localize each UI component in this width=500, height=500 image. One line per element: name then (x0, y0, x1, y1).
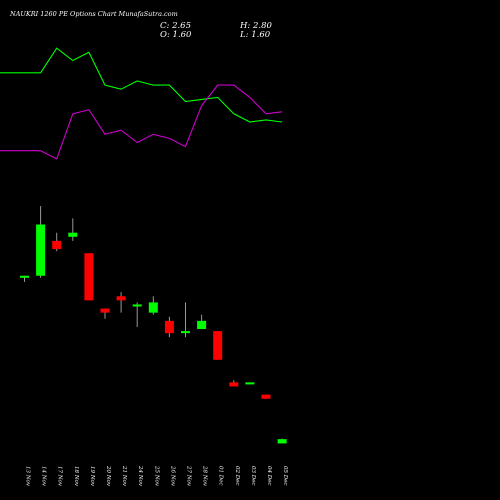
candle (84, 253, 94, 301)
candle (261, 394, 271, 399)
candle (164, 316, 174, 338)
candle-body-down (116, 296, 126, 301)
x-tick-label: 13 Nov (25, 466, 31, 487)
x-tick-label: 14 Nov (41, 466, 47, 487)
candle-body-down (229, 382, 239, 387)
candle-body-up (148, 302, 158, 313)
candle (181, 302, 190, 338)
candle-body-down (52, 240, 62, 250)
x-tick-label: 26 Nov (169, 465, 175, 487)
x-tick-label: 24 Nov (137, 465, 143, 487)
candle (116, 292, 126, 313)
x-tick-label: 21 Nov (121, 465, 127, 487)
x-tick-label: 18 Nov (73, 466, 79, 487)
x-tick-label: 02 Dec (234, 466, 240, 486)
candle (213, 331, 223, 360)
candle (148, 296, 158, 315)
candle-body-down (261, 394, 271, 399)
x-axis-ticks: 13 Nov 14 Nov 17 Nov 18 Nov 19 Nov 20 Nov 21 N… (25, 465, 289, 487)
x-tick-label: 19 Nov (89, 466, 95, 487)
indicator-lines (0, 47, 283, 160)
x-tick-label: 17 Nov (57, 466, 63, 487)
candle (245, 382, 255, 385)
candle-body-down (84, 253, 94, 301)
x-tick-label: 04 Dec (266, 466, 272, 486)
candle (100, 308, 110, 319)
candle (68, 218, 78, 241)
x-tick-label: 20 Nov (105, 465, 111, 487)
x-tick-label: 27 Nov (186, 465, 192, 487)
x-tick-label: 25 Nov (153, 465, 159, 487)
candle-body-up (181, 331, 190, 334)
low-value: L: 1.60 (239, 30, 271, 40)
chart-title: NAUKRI 1260 PE Options Chart MunafaSutra… (9, 10, 178, 18)
candle (132, 302, 142, 327)
candle (229, 380, 239, 387)
candle-body-up (36, 224, 46, 276)
candle-body-up (20, 275, 29, 278)
candle-body-down (164, 320, 174, 334)
candle (20, 275, 29, 282)
x-tick-label: 01 Dec (218, 466, 224, 486)
candle-body-up (245, 382, 255, 385)
candle (277, 438, 287, 444)
candle-body-up (197, 320, 207, 330)
indicator-line-2 (0, 84, 283, 160)
candle (36, 206, 46, 278)
candle-body-up (68, 232, 78, 237)
x-tick-label: 28 Nov (202, 465, 208, 487)
x-tick-label: 03 Dec (250, 466, 256, 486)
close-value: C: 2.65 (160, 21, 191, 31)
x-tick-label: 05 Dec (282, 466, 288, 486)
candle (52, 232, 62, 252)
candle-body-down (100, 308, 110, 313)
candle-body-up (277, 439, 287, 444)
candles (20, 206, 287, 444)
high-value: H: 2.80 (239, 21, 272, 31)
candle-body-down (213, 331, 223, 360)
indicator-line-1 (0, 47, 283, 123)
open-value: O: 1.60 (160, 30, 192, 40)
candle (197, 314, 207, 330)
candle-body-up (132, 304, 142, 307)
